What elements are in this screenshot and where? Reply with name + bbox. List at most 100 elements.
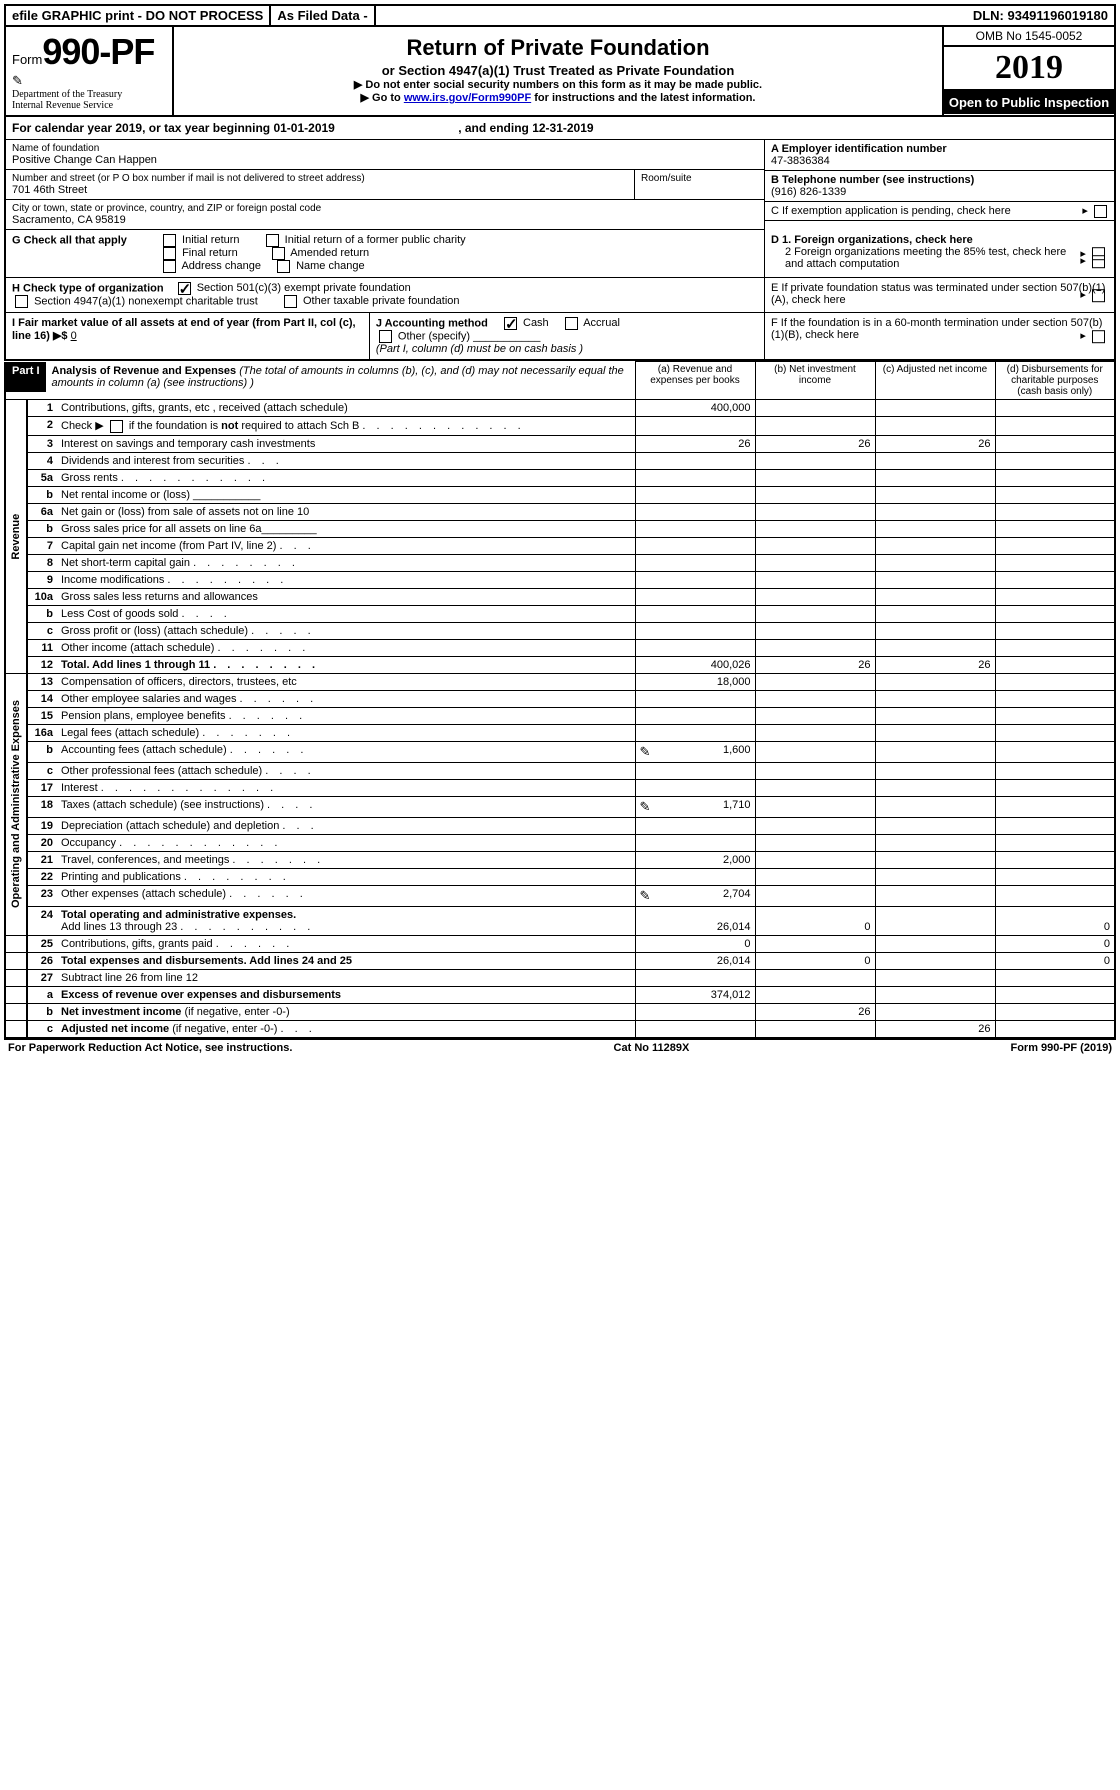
row-27a: aExcess of revenue over expenses and dis… xyxy=(5,986,1115,1003)
row-27: 27Subtract line 26 from line 12 xyxy=(5,969,1115,986)
row-27c: cAdjusted net income (if negative, enter… xyxy=(5,1020,1115,1038)
chk-address[interactable] xyxy=(163,260,176,273)
phone-cell: B Telephone number (see instructions) (9… xyxy=(765,171,1114,202)
dept-irs: Internal Revenue Service xyxy=(12,100,166,111)
chk-initial[interactable] xyxy=(163,234,176,247)
row-9: 9Income modifications . . . . . . . . . xyxy=(5,571,1115,588)
part1-header: Analysis of Revenue and Expenses xyxy=(52,365,237,377)
header-right: OMB No 1545-0052 2019 Open to Public Ins… xyxy=(944,27,1114,115)
foundation-city: Sacramento, CA 95819 xyxy=(12,214,758,226)
revenue-label: Revenue xyxy=(5,400,27,674)
row-27b: bNet investment income (if negative, ent… xyxy=(5,1003,1115,1020)
page-footer: For Paperwork Reduction Act Notice, see … xyxy=(4,1039,1116,1056)
row-8: 8Net short-term capital gain . . . . . .… xyxy=(5,554,1115,571)
row-g-d: G Check all that apply Initial return In… xyxy=(4,230,1116,278)
chk-final[interactable] xyxy=(163,247,176,260)
i-label: I Fair market value of all assets at end… xyxy=(12,317,356,342)
j-note: (Part I, column (d) must be on cash basi… xyxy=(376,343,583,355)
pencil-icon[interactable]: ✎ xyxy=(640,888,651,904)
fmv-value: 0 xyxy=(71,330,77,342)
header-center: Return of Private Foundation or Section … xyxy=(174,27,944,115)
row-22: 22Printing and publications . . . . . . … xyxy=(5,868,1115,885)
goto-note: ▶ Go to www.irs.gov/Form990PF for instru… xyxy=(180,91,936,104)
row-25: 25Contributions, gifts, grants paid . . … xyxy=(5,935,1115,952)
period-end: 12-31-2019 xyxy=(532,121,593,135)
row-21: 21Travel, conferences, and meetings . . … xyxy=(5,851,1115,868)
header-left: Form990-PF ✎ Department of the Treasury … xyxy=(6,27,174,115)
row-13: Operating and Administrative Expenses 13… xyxy=(5,673,1115,690)
form-number: Form990-PF xyxy=(12,31,166,73)
row-5a: 5aGross rents . . . . . . . . . . . xyxy=(5,469,1115,486)
irs-link[interactable]: www.irs.gov/Form990PF xyxy=(404,92,531,104)
tax-year-line: For calendar year 2019, or tax year begi… xyxy=(4,117,1116,140)
chk-initial-former[interactable] xyxy=(266,234,279,247)
chk-accrual[interactable] xyxy=(565,317,578,330)
form-subtitle: or Section 4947(a)(1) Trust Treated as P… xyxy=(180,63,936,78)
dept-treasury: Department of the Treasury xyxy=(12,89,166,100)
chk-d2[interactable] xyxy=(1092,255,1105,268)
chk-name[interactable] xyxy=(277,260,290,273)
row-16c: cOther professional fees (attach schedul… xyxy=(5,762,1115,779)
row-6a: 6aNet gain or (loss) from sale of assets… xyxy=(5,503,1115,520)
row-24: 24Total operating and administrative exp… xyxy=(5,906,1115,935)
form-ref: Form 990-PF (2019) xyxy=(1010,1042,1112,1054)
ein-cell: A Employer identification number 47-3836… xyxy=(765,140,1114,171)
row-16a: 16aLegal fees (attach schedule) . . . . … xyxy=(5,724,1115,741)
tax-year: 2019 xyxy=(944,47,1114,91)
j-label: J Accounting method xyxy=(376,317,488,329)
name-ein-block: Name of foundation Positive Change Can H… xyxy=(4,140,1116,230)
city-cell: City or town, state or province, country… xyxy=(6,200,764,230)
row-10a: 10aGross sales less returns and allowanc… xyxy=(5,588,1115,605)
chk-cash[interactable] xyxy=(504,317,517,330)
efile-note: efile GRAPHIC print - DO NOT PROCESS xyxy=(6,6,271,25)
chk-4947a1[interactable] xyxy=(15,295,28,308)
ssn-note: ▶ Do not enter social security numbers o… xyxy=(180,78,936,91)
e-text: E If private foundation status was termi… xyxy=(771,282,1105,306)
c-exemption: C If exemption application is pending, c… xyxy=(765,202,1114,221)
chk-f[interactable] xyxy=(1092,330,1105,343)
pencil-icon[interactable]: ✎ xyxy=(640,799,651,815)
chk-c[interactable] xyxy=(1094,205,1107,218)
col-c: (c) Adjusted net income xyxy=(875,362,995,400)
cat-no: Cat No 11289X xyxy=(614,1042,690,1054)
col-a: (a) Revenue and expenses per books xyxy=(635,362,755,400)
row-h-e: H Check type of organization Section 501… xyxy=(4,278,1116,313)
form-990pf: 990-PF xyxy=(42,31,154,72)
room-suite: Room/suite xyxy=(634,170,764,199)
part1-label: Part I xyxy=(6,362,46,392)
col-b: (b) Net investment income xyxy=(755,362,875,400)
chk-other-tax[interactable] xyxy=(284,295,297,308)
expenses-label: Operating and Administrative Expenses xyxy=(5,673,27,935)
period-begin: 01-01-2019 xyxy=(273,121,334,135)
row-20: 20Occupancy . . . . . . . . . . . . xyxy=(5,834,1115,851)
row-19: 19Depreciation (attach schedule) and dep… xyxy=(5,817,1115,834)
chk-501c3[interactable] xyxy=(178,282,191,295)
row-18: 18Taxes (attach schedule) (see instructi… xyxy=(5,796,1115,817)
ein: 47-3836384 xyxy=(771,155,1108,167)
form-prefix: Form xyxy=(12,52,42,67)
pencil-icon: ✎ xyxy=(12,73,166,89)
chk-other-method[interactable] xyxy=(379,330,392,343)
address-row: Number and street (or P O box number if … xyxy=(6,170,764,200)
chk-schb[interactable] xyxy=(110,420,123,433)
row-i-j-f: I Fair market value of all assets at end… xyxy=(4,313,1116,361)
row-17: 17Interest . . . . . . . . . . . . . xyxy=(5,779,1115,796)
paperwork-notice: For Paperwork Reduction Act Notice, see … xyxy=(8,1042,292,1054)
row-15: 15Pension plans, employee benefits . . .… xyxy=(5,707,1115,724)
row-10b: bLess Cost of goods sold . . . . xyxy=(5,605,1115,622)
pencil-icon[interactable]: ✎ xyxy=(640,744,651,760)
row-23: 23Other expenses (attach schedule) . . .… xyxy=(5,885,1115,906)
f-text: F If the foundation is in a 60-month ter… xyxy=(771,317,1102,341)
dln: DLN: 93491196019180 xyxy=(967,6,1114,25)
form-title: Return of Private Foundation xyxy=(180,35,936,61)
d2: 2 Foreign organizations meeting the 85% … xyxy=(785,246,1066,270)
open-to-public: Open to Public Inspection xyxy=(944,91,1114,114)
foundation-name-cell: Name of foundation Positive Change Can H… xyxy=(6,140,764,170)
row-14: 14Other employee salaries and wages . . … xyxy=(5,690,1115,707)
chk-amended[interactable] xyxy=(272,247,285,260)
chk-e[interactable] xyxy=(1092,289,1105,302)
row-1: Revenue 1 Contributions, gifts, grants, … xyxy=(5,400,1115,417)
row-11: 11Other income (attach schedule) . . . .… xyxy=(5,639,1115,656)
row-7: 7Capital gain net income (from Part IV, … xyxy=(5,537,1115,554)
asfiled-note: As Filed Data - xyxy=(271,6,375,25)
